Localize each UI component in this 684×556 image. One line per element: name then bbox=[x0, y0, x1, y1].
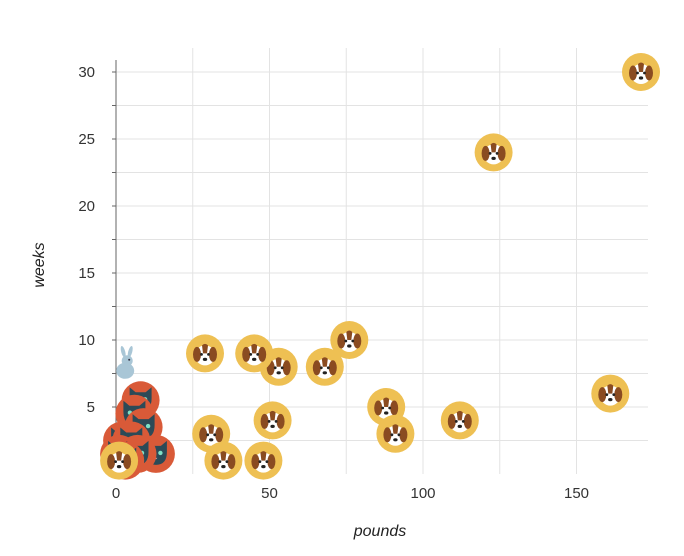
dog-icon bbox=[474, 133, 513, 172]
rabbit-icon bbox=[116, 345, 135, 379]
y-tick-label: 25 bbox=[78, 131, 95, 148]
dog-icon bbox=[622, 53, 660, 91]
y-tick-label: 30 bbox=[78, 64, 95, 81]
dog-icon bbox=[253, 401, 292, 440]
x-axis-title: pounds bbox=[353, 523, 407, 540]
dog-icon bbox=[235, 334, 274, 373]
dog-point bbox=[474, 133, 513, 172]
grid bbox=[116, 48, 648, 474]
y-tick-label: 5 bbox=[87, 399, 95, 416]
dog-point bbox=[100, 441, 139, 480]
dog-point bbox=[591, 374, 630, 413]
y-axis-title: weeks bbox=[31, 242, 48, 287]
dog-icon bbox=[330, 321, 369, 359]
dog-point bbox=[330, 321, 369, 359]
axes bbox=[112, 60, 117, 475]
x-tick-label: 100 bbox=[410, 485, 435, 502]
dog-point bbox=[186, 334, 224, 373]
dog-icon bbox=[244, 441, 283, 480]
dog-point bbox=[440, 401, 479, 440]
dog-icon bbox=[186, 334, 224, 373]
dog-point bbox=[622, 53, 660, 91]
x-tick-label: 0 bbox=[112, 485, 120, 502]
dog-icon bbox=[100, 441, 139, 480]
tick-labels: 0 50 100 150 5 10 15 20 25 30 bbox=[78, 64, 589, 502]
rabbit-point bbox=[116, 345, 135, 379]
dog-icon bbox=[591, 374, 630, 413]
dog-point bbox=[376, 414, 415, 453]
dog-point bbox=[253, 401, 292, 440]
data-points bbox=[100, 53, 660, 480]
dog-point bbox=[235, 334, 274, 373]
x-tick-label: 50 bbox=[261, 485, 278, 502]
y-tick-label: 10 bbox=[78, 332, 95, 349]
dog-point bbox=[204, 441, 243, 480]
dog-point bbox=[305, 347, 344, 386]
dog-icon bbox=[376, 414, 415, 453]
x-tick-label: 150 bbox=[564, 485, 589, 502]
dog-icon bbox=[305, 347, 344, 386]
dog-icon bbox=[440, 401, 479, 440]
dog-icon bbox=[204, 441, 243, 480]
y-tick-label: 15 bbox=[78, 265, 95, 282]
y-tick-label: 20 bbox=[78, 198, 95, 215]
dog-point bbox=[244, 441, 283, 480]
